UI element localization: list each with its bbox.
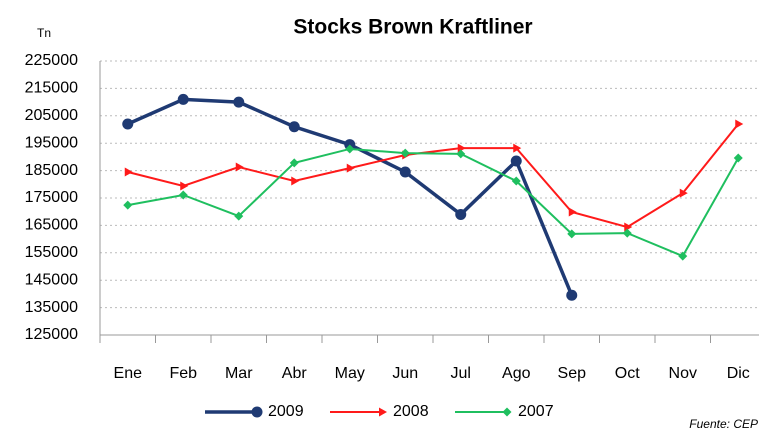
series-line: [127, 147, 740, 258]
x-tick-label: Mar: [225, 365, 253, 382]
marker: [678, 251, 688, 261]
x-tick-label: May: [335, 365, 365, 382]
marker: [289, 158, 299, 168]
x-tick-label: Ago: [502, 365, 531, 382]
x-tick-label: Feb: [169, 365, 197, 382]
marker: [345, 144, 355, 154]
legend-label: 2008: [393, 403, 429, 420]
marker: [122, 118, 134, 130]
marker: [510, 155, 522, 167]
y-tick-label: 165000: [25, 217, 78, 234]
x-tick-label: Abr: [282, 365, 308, 382]
y-tick-label: 185000: [25, 162, 78, 179]
x-tick-label: Ene: [114, 365, 143, 382]
marker: [251, 406, 263, 418]
x-tick-label: Nov: [669, 365, 697, 382]
marker: [622, 228, 632, 238]
marker: [566, 289, 578, 301]
legend-label: 2009: [268, 403, 304, 420]
source-note: Fuente: CEP: [689, 417, 758, 431]
marker: [457, 143, 466, 153]
y-tick-label: 175000: [25, 189, 78, 206]
marker: [379, 407, 387, 417]
x-tick-label: Jul: [451, 365, 471, 382]
marker: [288, 121, 300, 133]
legend-label: 2007: [518, 403, 554, 420]
marker: [180, 181, 189, 191]
marker: [513, 143, 522, 153]
marker: [733, 153, 743, 163]
y-tick-label: 155000: [25, 244, 78, 261]
series-line: [127, 123, 740, 229]
x-tick-label: Dic: [727, 365, 750, 382]
series-line: [127, 97, 574, 296]
y-tick-label: 225000: [25, 52, 78, 69]
marker: [234, 211, 244, 221]
y-tick-label: 145000: [25, 271, 78, 288]
marker: [456, 149, 466, 159]
marker: [123, 200, 133, 210]
marker: [567, 229, 577, 239]
marker: [502, 407, 512, 417]
marker: [178, 190, 188, 200]
marker: [177, 93, 189, 105]
marker: [735, 119, 744, 129]
x-tick-label: Sep: [558, 365, 587, 382]
marker: [235, 162, 244, 172]
x-tick-label: Jun: [392, 365, 418, 382]
marker: [346, 163, 355, 173]
y-axis-label: Tn: [37, 26, 51, 40]
marker: [455, 208, 467, 220]
y-tick-label: 205000: [25, 107, 78, 124]
marker: [124, 167, 133, 177]
marker: [568, 207, 577, 217]
marker: [511, 176, 521, 186]
chart-title: Stocks Brown Kraftliner: [293, 16, 532, 39]
y-tick-label: 215000: [25, 80, 78, 97]
marker: [400, 148, 410, 158]
marker: [679, 188, 688, 198]
marker: [399, 166, 411, 178]
marker: [291, 176, 300, 186]
y-tick-label: 135000: [25, 299, 78, 316]
y-tick-label: 125000: [25, 326, 78, 343]
marker: [233, 96, 245, 108]
x-tick-label: Oct: [615, 365, 640, 382]
marker: [624, 222, 633, 232]
y-tick-label: 195000: [25, 134, 78, 151]
